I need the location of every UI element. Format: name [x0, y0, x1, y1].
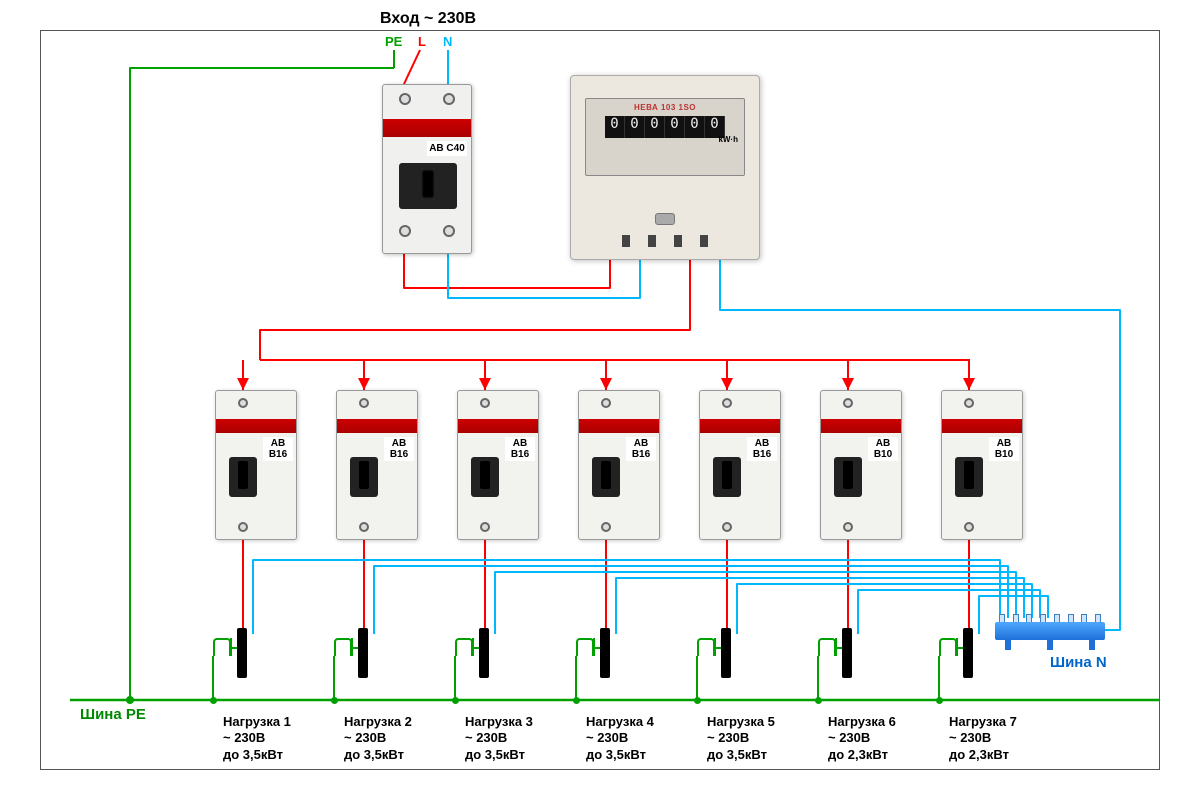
breaker-3: АВB16: [457, 390, 539, 540]
breaker-3-switch[interactable]: [471, 457, 499, 497]
pe-tap-3: [455, 638, 473, 656]
load-label-6: Нагрузка 6~ 230Вдо 2,3кВт: [828, 714, 896, 763]
breaker-2-label: АВB16: [384, 437, 414, 461]
load-label-2: Нагрузка 2~ 230Вдо 3,5кВт: [344, 714, 412, 763]
breaker-6-label: АВB10: [868, 437, 898, 461]
pe-tap-1: [213, 638, 231, 656]
meter-digits: 000000: [605, 116, 725, 138]
breaker-4-switch[interactable]: [592, 457, 620, 497]
breaker-2: АВB16: [336, 390, 418, 540]
pe-tap-4: [576, 638, 594, 656]
breaker-1-switch[interactable]: [229, 457, 257, 497]
breaker-5-switch[interactable]: [713, 457, 741, 497]
cable-1: [237, 628, 247, 678]
breaker-1: АВB16: [215, 390, 297, 540]
cable-3: [479, 628, 489, 678]
bus-pe-label: Шина PE: [80, 706, 146, 723]
meter-model: НЕВА 103 1SO: [586, 99, 744, 112]
title: Вход ~ 230В: [380, 10, 476, 28]
energy-meter: НЕВА 103 1SO 000000 kW·h: [570, 75, 760, 260]
load-label-4: Нагрузка 4~ 230Вдо 3,5кВт: [586, 714, 654, 763]
breaker-3-label: АВB16: [505, 437, 535, 461]
pe-tap-2: [334, 638, 352, 656]
breaker-2-switch[interactable]: [350, 457, 378, 497]
main-breaker-label: АВ C40: [427, 141, 467, 156]
pe-tap-7: [939, 638, 957, 656]
main-breaker: АВ C40: [382, 84, 472, 254]
main-breaker-switch[interactable]: [399, 163, 457, 209]
load-label-3: Нагрузка 3~ 230Вдо 3,5кВт: [465, 714, 533, 763]
bus-bar-n: [995, 612, 1105, 650]
n-label: N: [443, 34, 452, 49]
breaker-7-switch[interactable]: [955, 457, 983, 497]
pe-tap-6: [818, 638, 836, 656]
pe-label: PE: [385, 34, 402, 49]
cable-6: [842, 628, 852, 678]
cable-5: [721, 628, 731, 678]
breaker-4: АВB16: [578, 390, 660, 540]
breaker-6: АВB10: [820, 390, 902, 540]
load-label-1: Нагрузка 1~ 230Вдо 3,5кВт: [223, 714, 291, 763]
load-label-5: Нагрузка 5~ 230Вдо 3,5кВт: [707, 714, 775, 763]
breaker-7-label: АВB10: [989, 437, 1019, 461]
pe-tap-5: [697, 638, 715, 656]
breaker-1-label: АВB16: [263, 437, 293, 461]
breaker-6-switch[interactable]: [834, 457, 862, 497]
load-label-7: Нагрузка 7~ 230Вдо 2,3кВт: [949, 714, 1017, 763]
breaker-5-label: АВB16: [747, 437, 777, 461]
cable-4: [600, 628, 610, 678]
meter-unit: kW·h: [718, 135, 738, 144]
breaker-4-label: АВB16: [626, 437, 656, 461]
breaker-7: АВB10: [941, 390, 1023, 540]
breaker-5: АВB16: [699, 390, 781, 540]
cable-7: [963, 628, 973, 678]
bus-n-label: Шина N: [1050, 654, 1107, 671]
l-label: L: [418, 34, 426, 49]
cable-2: [358, 628, 368, 678]
